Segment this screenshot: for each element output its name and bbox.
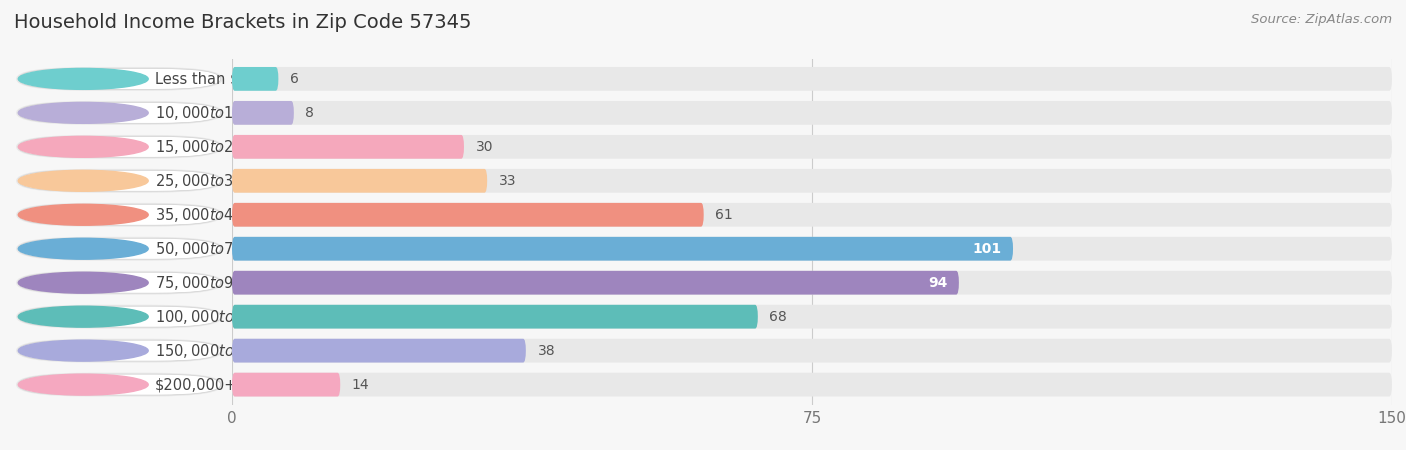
FancyBboxPatch shape xyxy=(18,238,221,259)
Text: $200,000+: $200,000+ xyxy=(155,377,236,392)
FancyBboxPatch shape xyxy=(232,305,758,328)
Text: $10,000 to $14,999: $10,000 to $14,999 xyxy=(155,104,276,122)
FancyBboxPatch shape xyxy=(232,305,1392,328)
Text: $100,000 to $149,999: $100,000 to $149,999 xyxy=(155,308,294,326)
FancyBboxPatch shape xyxy=(232,135,464,159)
Text: 61: 61 xyxy=(716,208,733,222)
Text: $15,000 to $24,999: $15,000 to $24,999 xyxy=(155,138,276,156)
FancyBboxPatch shape xyxy=(232,135,1392,159)
FancyBboxPatch shape xyxy=(232,203,1392,227)
FancyBboxPatch shape xyxy=(232,169,1392,193)
Circle shape xyxy=(18,340,148,361)
Text: Household Income Brackets in Zip Code 57345: Household Income Brackets in Zip Code 57… xyxy=(14,14,471,32)
FancyBboxPatch shape xyxy=(17,305,222,328)
FancyBboxPatch shape xyxy=(18,136,221,158)
FancyBboxPatch shape xyxy=(232,67,1392,91)
Circle shape xyxy=(18,68,148,90)
Text: Source: ZipAtlas.com: Source: ZipAtlas.com xyxy=(1251,14,1392,27)
Text: 68: 68 xyxy=(769,310,787,324)
Text: $75,000 to $99,999: $75,000 to $99,999 xyxy=(155,274,276,292)
FancyBboxPatch shape xyxy=(232,237,1392,261)
Text: $35,000 to $49,999: $35,000 to $49,999 xyxy=(155,206,276,224)
Text: 14: 14 xyxy=(352,378,370,392)
Circle shape xyxy=(18,171,148,191)
Text: 6: 6 xyxy=(290,72,299,86)
Circle shape xyxy=(18,136,148,158)
FancyBboxPatch shape xyxy=(232,101,294,125)
FancyBboxPatch shape xyxy=(232,339,526,363)
Text: $25,000 to $34,999: $25,000 to $34,999 xyxy=(155,172,276,190)
Text: 94: 94 xyxy=(928,276,948,290)
FancyBboxPatch shape xyxy=(17,101,222,125)
FancyBboxPatch shape xyxy=(18,171,221,191)
FancyBboxPatch shape xyxy=(232,203,704,227)
FancyBboxPatch shape xyxy=(232,237,1012,261)
FancyBboxPatch shape xyxy=(17,203,222,227)
FancyBboxPatch shape xyxy=(17,373,222,396)
Text: 101: 101 xyxy=(973,242,1001,256)
Text: Less than $10,000: Less than $10,000 xyxy=(155,72,290,86)
Circle shape xyxy=(18,374,148,395)
FancyBboxPatch shape xyxy=(18,204,221,225)
FancyBboxPatch shape xyxy=(18,272,221,293)
Circle shape xyxy=(18,204,148,225)
Text: $50,000 to $74,999: $50,000 to $74,999 xyxy=(155,240,276,258)
FancyBboxPatch shape xyxy=(17,135,222,159)
FancyBboxPatch shape xyxy=(232,271,1392,295)
FancyBboxPatch shape xyxy=(232,169,488,193)
Text: 33: 33 xyxy=(499,174,516,188)
Text: 30: 30 xyxy=(475,140,494,154)
FancyBboxPatch shape xyxy=(18,374,221,395)
FancyBboxPatch shape xyxy=(17,271,222,295)
FancyBboxPatch shape xyxy=(232,67,278,91)
Circle shape xyxy=(18,306,148,327)
Circle shape xyxy=(18,238,148,259)
FancyBboxPatch shape xyxy=(18,68,221,90)
Text: 8: 8 xyxy=(305,106,315,120)
FancyBboxPatch shape xyxy=(232,373,340,396)
FancyBboxPatch shape xyxy=(17,67,222,91)
FancyBboxPatch shape xyxy=(232,101,1392,125)
FancyBboxPatch shape xyxy=(232,373,1392,396)
Circle shape xyxy=(18,103,148,123)
FancyBboxPatch shape xyxy=(18,340,221,361)
Text: 38: 38 xyxy=(537,344,555,358)
FancyBboxPatch shape xyxy=(18,306,221,327)
FancyBboxPatch shape xyxy=(17,339,222,363)
FancyBboxPatch shape xyxy=(18,103,221,123)
FancyBboxPatch shape xyxy=(232,271,959,295)
Text: $150,000 to $199,999: $150,000 to $199,999 xyxy=(155,342,294,360)
FancyBboxPatch shape xyxy=(17,169,222,193)
Circle shape xyxy=(18,272,148,293)
FancyBboxPatch shape xyxy=(232,339,1392,363)
FancyBboxPatch shape xyxy=(17,237,222,261)
